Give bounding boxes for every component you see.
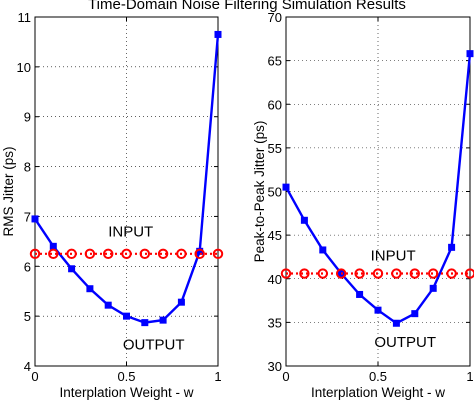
input-point-marker	[317, 268, 328, 279]
output-point-marker	[31, 215, 39, 223]
output-point-marker	[86, 285, 94, 293]
output-point-marker	[392, 319, 400, 327]
figure-title: Time-Domain Noise Filtering Simulation R…	[88, 0, 406, 13]
output-point-marker	[141, 319, 149, 327]
input-point-marker	[409, 268, 420, 279]
output-point-marker	[319, 246, 327, 254]
y-tick-label: 10	[17, 60, 31, 75]
y-tick-label: 4	[24, 359, 31, 374]
y-tick-label: 45	[268, 228, 282, 243]
input-point-marker	[176, 248, 187, 260]
y-tick-label: 65	[268, 54, 282, 69]
output-point-marker	[49, 242, 57, 250]
input-point-marker	[121, 248, 132, 260]
y-tick-label: 50	[268, 185, 282, 200]
input-point-marker	[103, 248, 114, 260]
input-point-marker	[446, 268, 457, 279]
input-point-marker	[372, 268, 384, 279]
y-tick-label: 55	[268, 141, 282, 156]
input-point-marker	[428, 268, 439, 279]
output-point-marker	[104, 301, 112, 309]
input-point-marker	[391, 268, 402, 279]
input-point-marker	[464, 268, 474, 279]
y-tick-label: 5	[24, 309, 31, 324]
y-axis-label: RMS Jitter (ps)	[1, 146, 16, 236]
output-point-marker	[411, 310, 419, 318]
x-tick-label: 1	[214, 369, 221, 384]
output-point-marker	[282, 183, 290, 191]
x-tick-label: 0.5	[117, 369, 135, 384]
input-point-marker	[157, 248, 169, 260]
output-point-marker	[159, 316, 167, 324]
x-axis-label: Interplation Weight - w	[59, 385, 193, 400]
plot-frame	[34, 16, 219, 367]
input-point-marker	[212, 248, 224, 260]
y-tick-label: 30	[268, 359, 282, 374]
y-tick-label: 11	[18, 10, 32, 25]
output-point-marker	[429, 284, 437, 292]
x-axis-label: Interplation Weight - w	[311, 385, 445, 400]
x-tick-label: 0.5	[369, 369, 387, 384]
input-point-marker	[336, 268, 347, 279]
annotation-label: INPUT	[108, 223, 153, 240]
output-point-marker	[466, 50, 474, 58]
output-point-marker	[374, 306, 382, 314]
rms-jitter-chart: 0 0.5 1 4 5 6 7 8 9 10 11 Interplation Weight - w RM…	[1, 10, 224, 400]
y-tick-label: 9	[24, 110, 31, 125]
annotation-label: INPUT	[371, 247, 416, 264]
output-point-marker	[356, 290, 364, 298]
output-point-marker	[68, 265, 76, 273]
input-point-marker	[280, 268, 292, 279]
annotation-label: OUTPUT	[374, 334, 436, 351]
output-point-marker	[123, 312, 130, 320]
annotation-label: OUTPUT	[123, 337, 185, 354]
y-tick-label: 40	[268, 272, 282, 287]
input-point-marker	[194, 248, 205, 260]
output-point-marker	[196, 247, 204, 255]
input-point-marker	[299, 268, 310, 279]
input-point-marker	[66, 248, 77, 260]
x-tick-label: 1	[466, 369, 473, 384]
y-tick-label: 6	[24, 259, 31, 274]
x-tick-label: 0	[31, 369, 38, 384]
input-point-marker	[48, 248, 59, 260]
y-tick-label: 60	[268, 97, 282, 112]
x-tick-label: 0	[282, 369, 289, 384]
input-point-marker	[354, 268, 365, 279]
output-point-marker	[214, 30, 222, 38]
y-axis-label: Peak-to-Peak Jitter (ps)	[252, 121, 267, 263]
y-tick-label: 8	[24, 160, 31, 175]
y-tick-label: 70	[268, 10, 282, 25]
output-point-marker	[177, 298, 185, 306]
input-point-marker	[84, 248, 96, 260]
output-point-marker	[448, 243, 456, 251]
y-tick-label: 35	[268, 315, 282, 330]
y-tick-label: 7	[24, 209, 31, 224]
input-point-marker	[29, 248, 41, 260]
input-point-marker	[139, 248, 151, 260]
output-point-marker	[300, 216, 308, 224]
peak-to-peak-jitter-chart: 0 0.5 1 30 35 40 45 50 55 60 65 70 Interplation Weig…	[252, 10, 474, 400]
